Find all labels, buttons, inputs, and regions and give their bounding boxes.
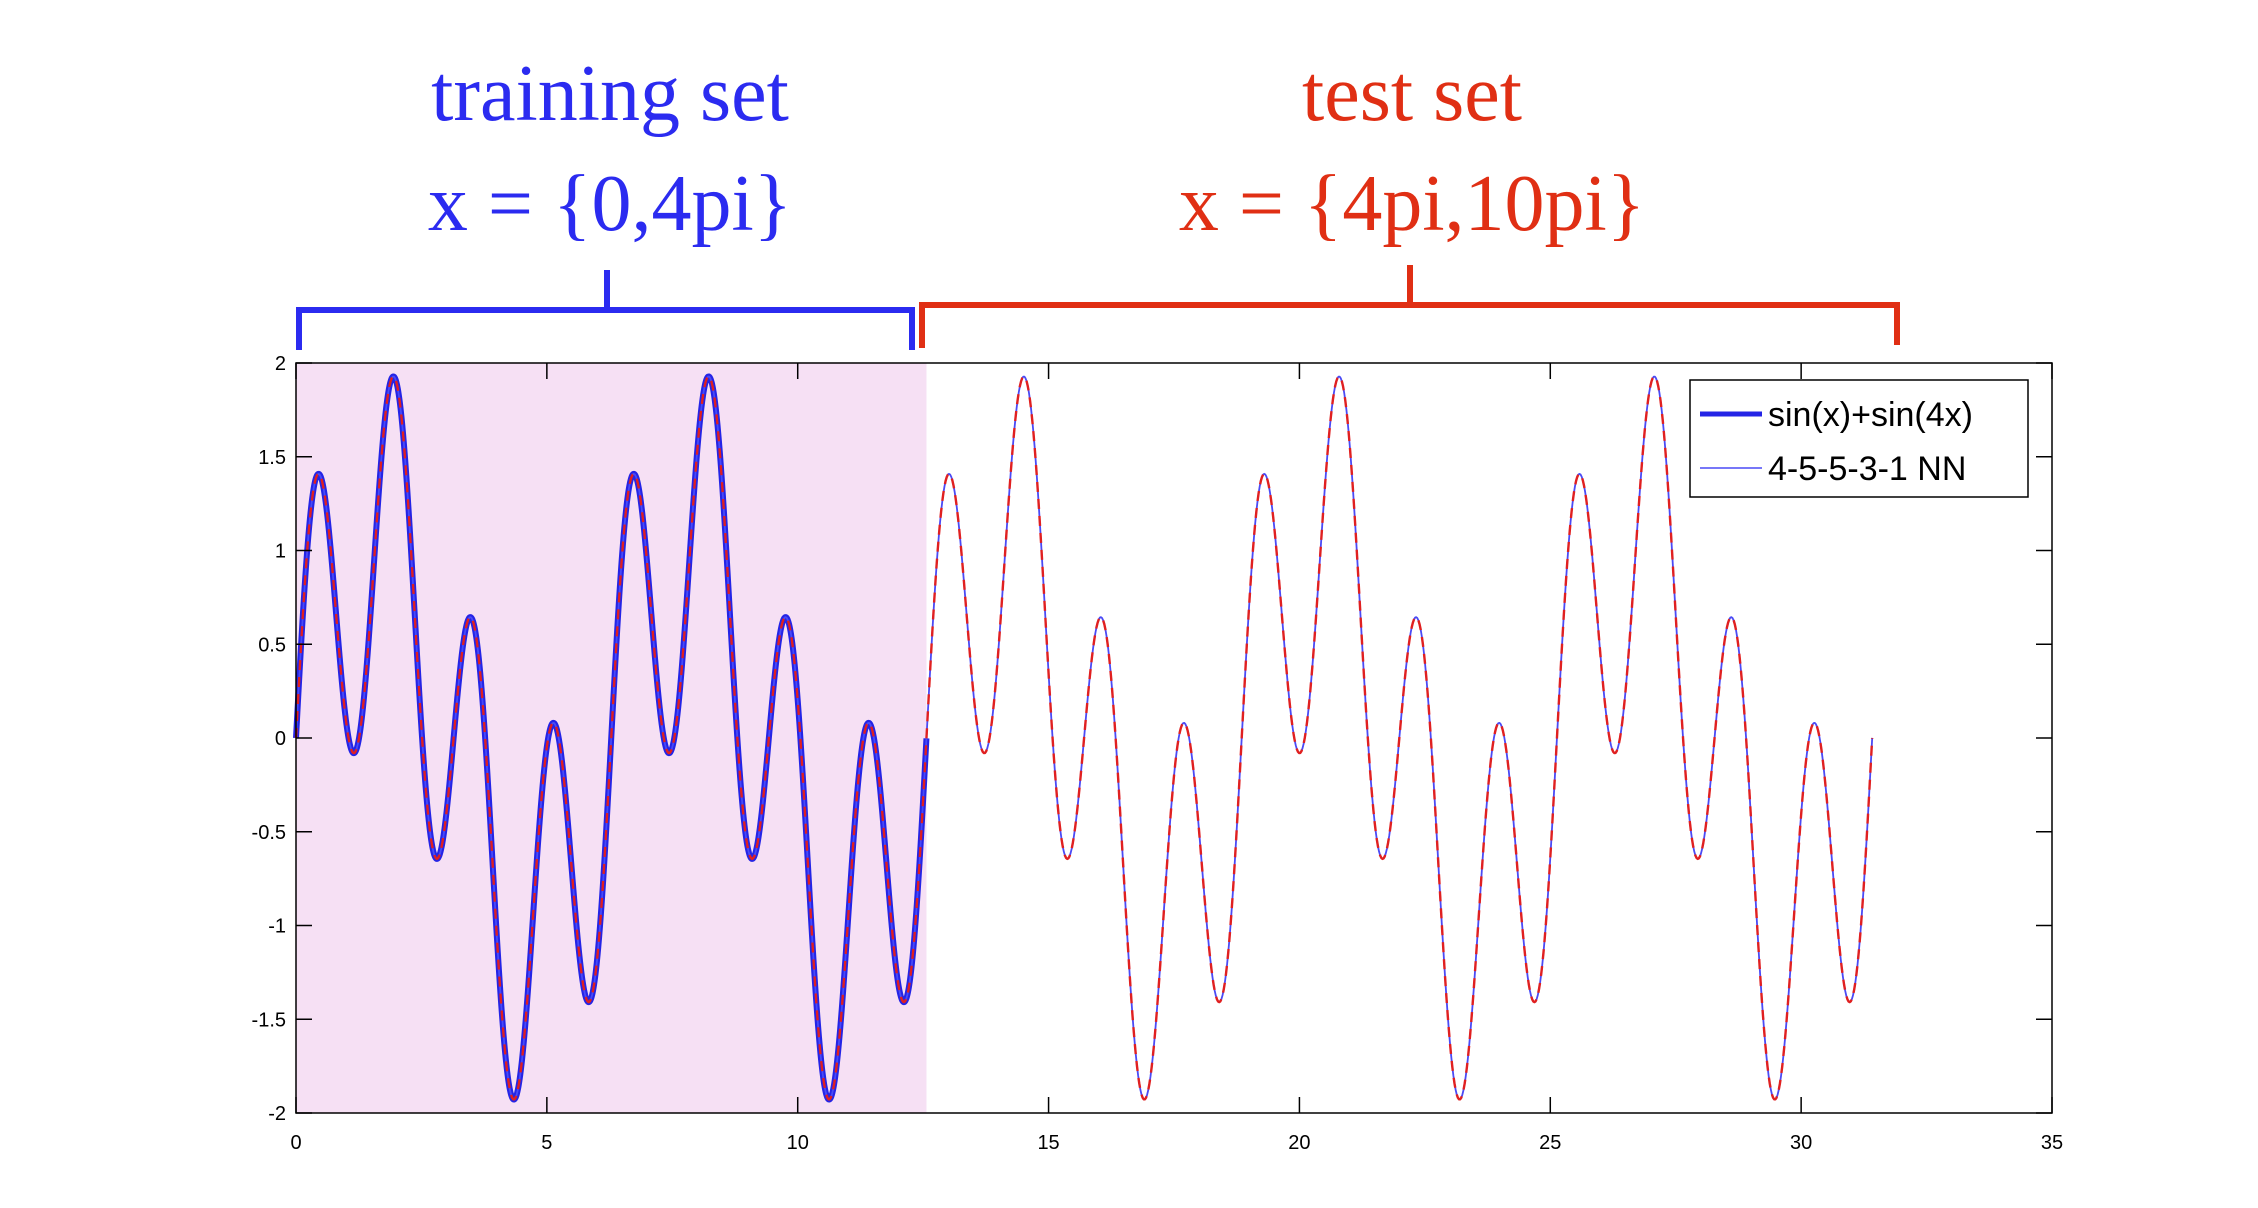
- x-tick-label: 15: [1037, 1132, 1059, 1154]
- y-tick-label: -1.5: [252, 1009, 286, 1031]
- tick-marks: [295, 362, 2053, 1114]
- x-tick-label: 10: [787, 1132, 809, 1154]
- y-tick-label: 0.5: [258, 634, 286, 656]
- y-tick-label: -0.5: [252, 822, 286, 844]
- y-tick-label: 1.5: [258, 447, 286, 469]
- x-tick-label: 20: [1288, 1132, 1310, 1154]
- legend-label-target: sin(x)+sin(4x): [1768, 396, 1973, 434]
- test-bracket: [919, 265, 1900, 348]
- training-set-label: training set: [431, 50, 789, 138]
- legend: sin(x)+sin(4x) 4-5-5-3-1 NN: [1689, 379, 2029, 498]
- x-tick-label: 35: [2041, 1132, 2063, 1154]
- x-tick-label: 25: [1539, 1132, 1561, 1154]
- x-tick-label: 5: [541, 1132, 552, 1154]
- legend-label-nn: 4-5-5-3-1 NN: [1768, 450, 1966, 488]
- x-tick-label: 0: [290, 1132, 301, 1154]
- training-range-label: x = {0,4pi}: [428, 160, 792, 248]
- series-line-2: [294, 375, 1874, 1101]
- y-tick-label: 0: [275, 728, 286, 750]
- legend-box: [1689, 379, 2029, 498]
- y-tick-label: -2: [268, 1103, 286, 1125]
- y-tick-label: 2: [275, 353, 286, 375]
- x-tick-label: 30: [1790, 1132, 1812, 1154]
- tick-labels: 0 5 10 15 20 25 30 35 2 1.5 1 0.5 0 -0.5 -1 -1.5 -2: [252, 353, 2064, 1154]
- training-bracket: [296, 270, 915, 350]
- series-layer: [293, 373, 1874, 1103]
- test-range-label: x = {4pi,10pi}: [1179, 160, 1645, 248]
- test-set-label: test set: [1302, 50, 1522, 138]
- y-tick-label: 1: [275, 541, 286, 563]
- y-tick-label: -1: [268, 916, 286, 938]
